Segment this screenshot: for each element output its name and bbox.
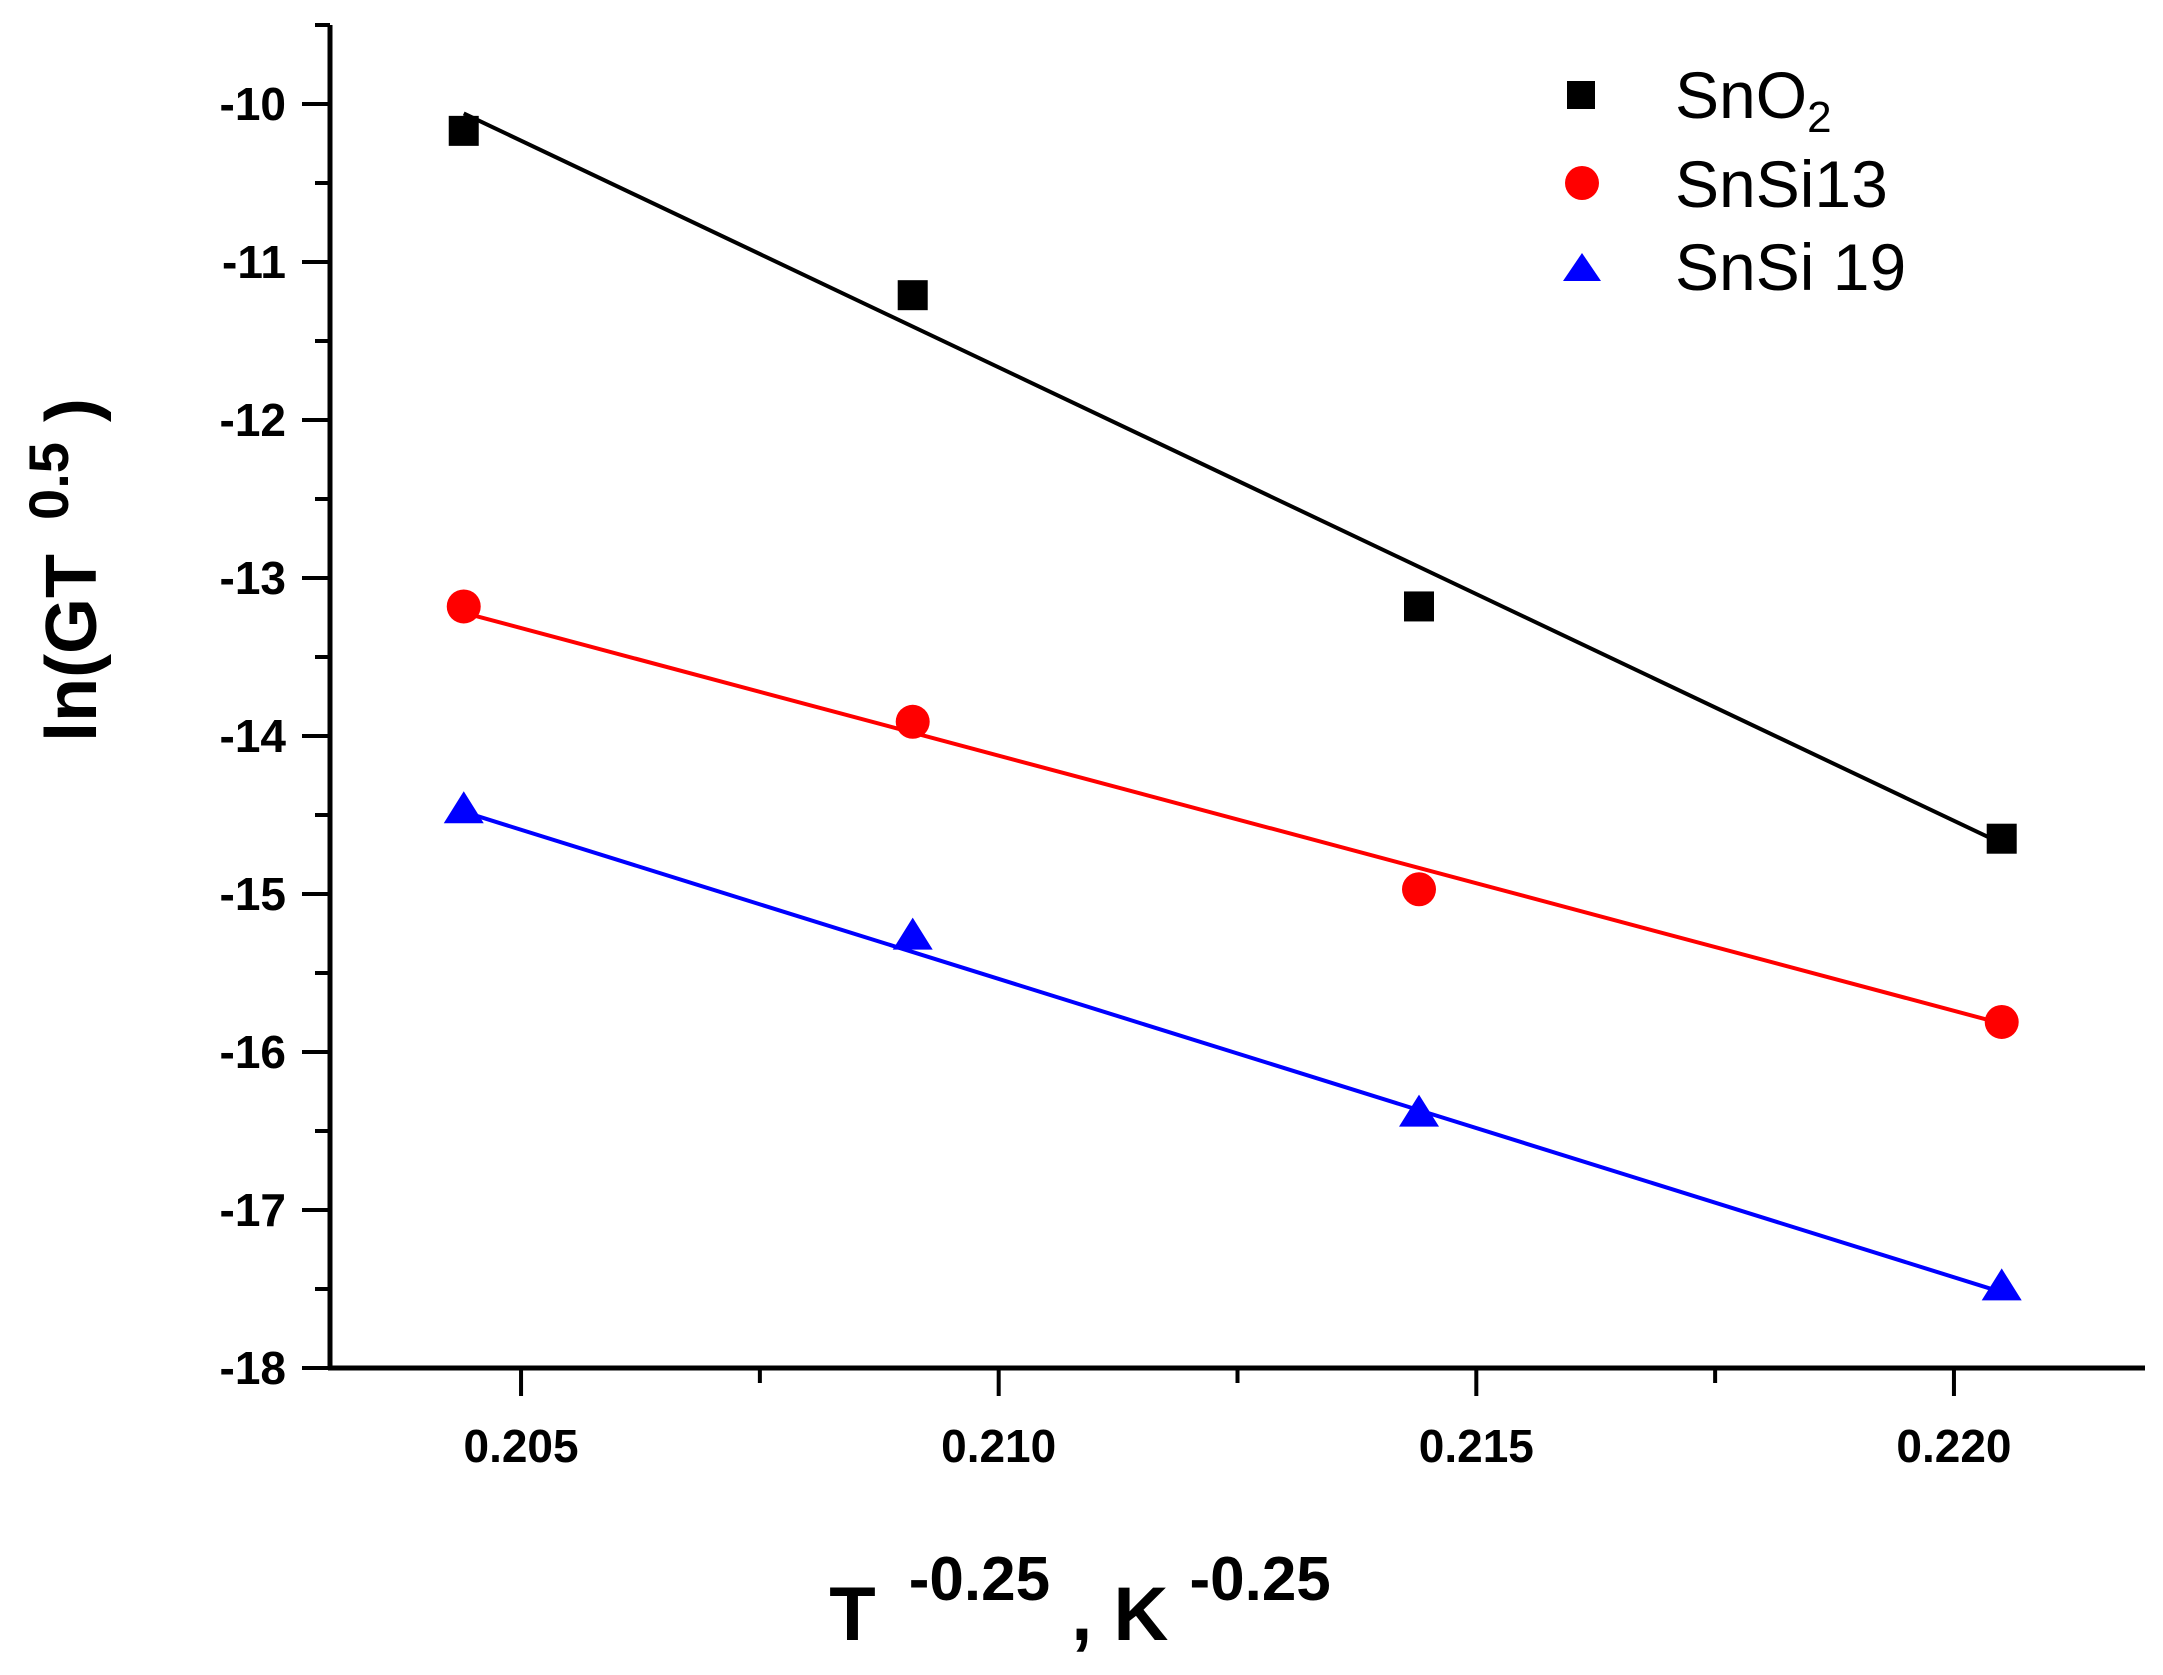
x-axis-title-sup2: -0.25	[1189, 1545, 1330, 1614]
data-point-snsi13	[1402, 872, 1436, 907]
data-point-sno2	[1986, 823, 2017, 854]
y-axis-title: ln(GT 0.5 )	[4, 398, 112, 742]
legend-label-sno2: SnO2	[1675, 58, 1832, 142]
y-axis-title-main: ln(GT	[32, 554, 112, 742]
y-tick-label: -17	[220, 1184, 286, 1236]
y-axis-title-close: )	[32, 398, 112, 422]
data-point-snsi13	[446, 589, 481, 624]
data-point-snsi-19	[443, 791, 484, 824]
y-tick-label: -11	[222, 236, 286, 288]
y-tick-label: -14	[220, 710, 287, 762]
y-axis-title-sup: 0.5	[17, 442, 80, 520]
data-point-snsi-19	[1399, 1094, 1439, 1127]
legend: SnO2 SnSi13 SnSi 19	[1563, 58, 1906, 304]
x-axis-title-sep: ,	[1071, 1572, 1092, 1657]
data-point-sno2	[897, 280, 928, 311]
axes-layer	[327, 25, 2145, 1371]
x-axis-title: T -0.25 , K -0.25	[829, 1532, 1331, 1657]
data-point-snsi13	[895, 704, 930, 739]
x-axis-title-unit: K	[1113, 1572, 1168, 1657]
y-tick-label: -16	[220, 1026, 286, 1078]
y-tick-label: -15	[220, 868, 286, 920]
y-tick-label: -10	[220, 78, 286, 130]
x-tick-label: 0.205	[463, 1420, 578, 1472]
y-tick-label: -18	[220, 1342, 286, 1394]
data-point-sno2	[1404, 591, 1434, 622]
fit-line-sno2	[462, 111, 2003, 846]
data-point-snsi13	[1984, 1004, 2019, 1039]
legend-label-snsi13: SnSi13	[1675, 147, 1888, 221]
fit-lines-layer	[462, 111, 2003, 1295]
y-tick-label: -12	[220, 394, 286, 446]
y-tick-label: -13	[220, 552, 286, 604]
legend-item-sno2: SnO2	[1567, 58, 1832, 142]
x-tick-labels: 0.205 0.210 0.215 0.220	[463, 1420, 2011, 1472]
markers-layer	[443, 115, 2022, 1301]
x-tick-label: 0.210	[941, 1420, 1056, 1472]
data-point-snsi-19	[892, 917, 933, 950]
legend-marker-triangle	[1563, 253, 1601, 281]
fit-line-snsi-19	[463, 809, 2003, 1295]
y-tick-labels: -18 -17 -16 -15 -14 -13 -12 -11 -10	[220, 78, 287, 1394]
fit-line-snsi13	[463, 610, 2003, 1026]
legend-item-snsi19: SnSi 19	[1563, 230, 1906, 304]
x-axis-title-base: T	[829, 1572, 875, 1657]
x-axis-title-sup1: -0.25	[909, 1545, 1050, 1614]
legend-label-snsi19: SnSi 19	[1675, 230, 1906, 304]
legend-marker-circle	[1565, 166, 1599, 200]
x-tick-label: 0.220	[1896, 1420, 2011, 1472]
data-point-snsi-19	[1981, 1268, 2022, 1301]
x-tick-label: 0.215	[1419, 1420, 1534, 1472]
legend-item-snsi13: SnSi13	[1565, 147, 1888, 221]
data-point-sno2	[448, 115, 479, 146]
legend-marker-square	[1567, 81, 1595, 109]
